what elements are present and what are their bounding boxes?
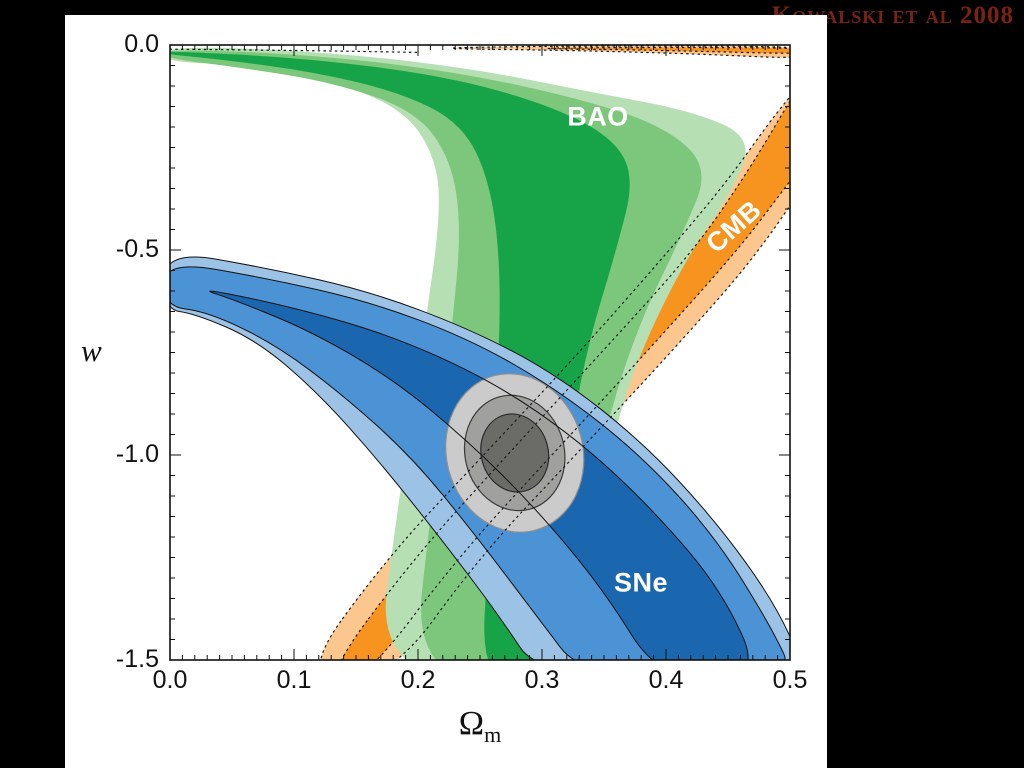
omega-subscript: m [484, 721, 502, 747]
sne-contour-line [170, 266, 786, 660]
x-axis-label: Ωm [459, 705, 501, 748]
cmb-dotted-contour-line [170, 48, 419, 53]
sne-region-68.3 [210, 291, 749, 660]
figure-panel: w Ωm SNe BAO CMB 0.0 0.1 0.2 0.3 0.4 0.5 0.0-… [65, 15, 827, 768]
cmb-dotted-contour-line [340, 100, 790, 660]
y-axis-label: w [81, 333, 102, 368]
cmb-dotted-contour-line [320, 95, 790, 660]
cmb-dotted-contour-line [451, 45, 790, 58]
contour-layers [170, 45, 790, 660]
omega-symbol: Ω [458, 705, 485, 742]
sne-contour-line [209, 290, 749, 660]
plot-frame [169, 44, 791, 661]
contour-plot [65, 15, 827, 768]
combined-region-68.3 [480, 413, 550, 493]
sne-region-label: SNe [613, 567, 669, 598]
sne-contour-line [170, 256, 790, 660]
bao-region-label: BAO [567, 101, 629, 132]
axis-ticks [169, 44, 791, 661]
